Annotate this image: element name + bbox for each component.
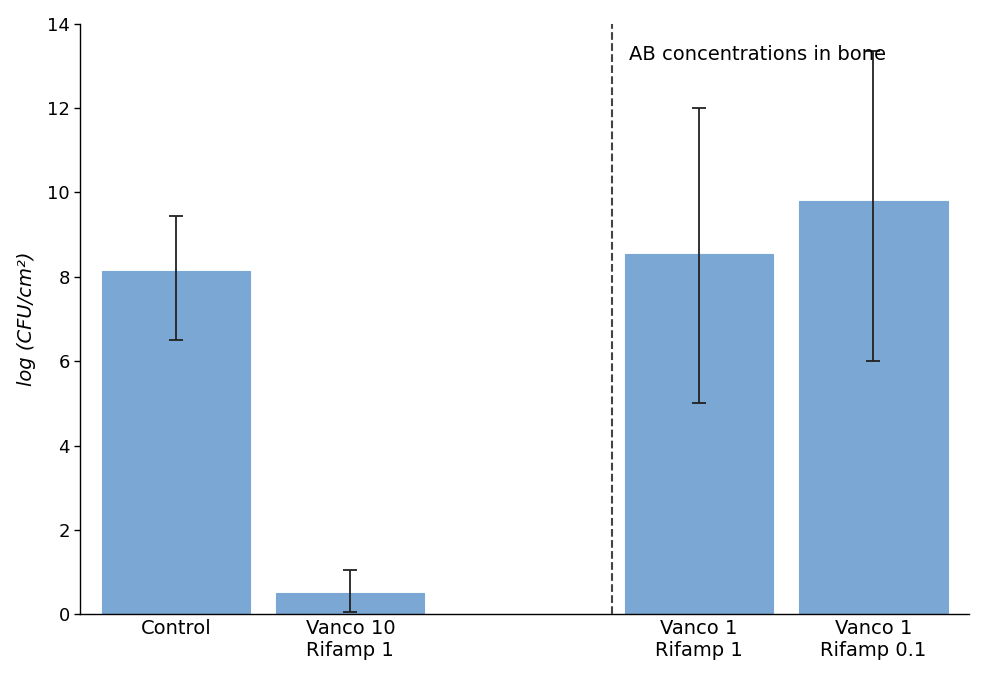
Bar <box>102 271 250 615</box>
Text: AB concentrations in bone: AB concentrations in bone <box>629 45 886 64</box>
Bar <box>800 201 948 615</box>
Y-axis label: log (CFU/cm²): log (CFU/cm²) <box>17 252 35 387</box>
Bar <box>276 593 424 615</box>
Bar <box>625 254 773 615</box>
